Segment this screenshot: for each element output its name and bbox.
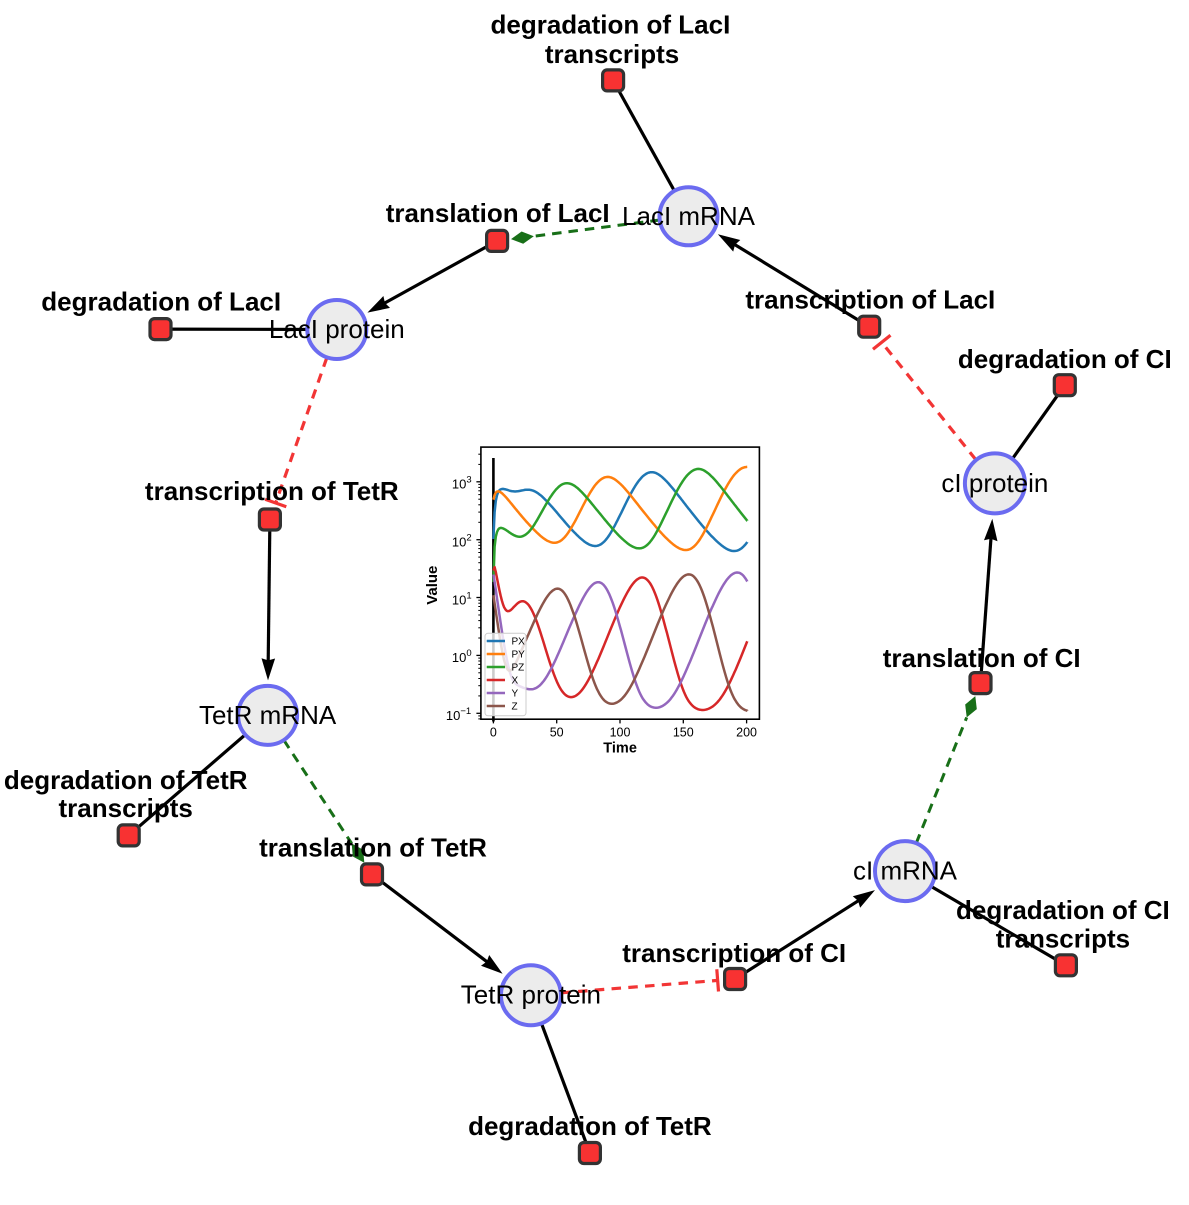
- svg-text:cI protein: cI protein: [941, 468, 1048, 498]
- svg-text:50: 50: [550, 726, 564, 740]
- svg-text:translation of TetR: translation of TetR: [259, 833, 487, 863]
- svg-text:transcripts: transcripts: [59, 793, 193, 823]
- svg-text:150: 150: [673, 726, 694, 740]
- svg-text:degradation of LacI: degradation of LacI: [41, 287, 281, 317]
- svg-text:transcripts: transcripts: [996, 924, 1130, 954]
- svg-text:cI mRNA: cI mRNA: [853, 856, 958, 886]
- svg-text:degradation of TetR: degradation of TetR: [4, 765, 248, 795]
- svg-text:100: 100: [610, 726, 631, 740]
- svg-text:degradation of TetR: degradation of TetR: [468, 1111, 712, 1141]
- svg-text:transcription of LacI: transcription of LacI: [745, 285, 995, 315]
- svg-text:TetR protein: TetR protein: [461, 980, 601, 1010]
- svg-text:TetR mRNA: TetR mRNA: [199, 700, 337, 730]
- svg-text:PY: PY: [512, 650, 526, 661]
- svg-text:translation of LacI: translation of LacI: [386, 198, 610, 228]
- svg-text:PX: PX: [512, 637, 526, 648]
- svg-text:LacI protein: LacI protein: [269, 314, 405, 344]
- svg-text:200: 200: [736, 726, 757, 740]
- svg-text:0: 0: [490, 726, 497, 740]
- svg-text:X: X: [512, 676, 519, 687]
- svg-text:transcripts: transcripts: [545, 39, 679, 69]
- svg-text:Z: Z: [512, 702, 518, 713]
- svg-text:Time: Time: [603, 740, 637, 756]
- svg-text:degradation of CI: degradation of CI: [958, 344, 1172, 374]
- svg-text:degradation of CI: degradation of CI: [956, 895, 1170, 925]
- svg-text:transcription of CI: transcription of CI: [622, 938, 846, 968]
- svg-text:PZ: PZ: [512, 663, 525, 674]
- svg-text:LacI mRNA: LacI mRNA: [622, 201, 756, 231]
- svg-text:transcription of TetR: transcription of TetR: [145, 476, 399, 506]
- svg-text:Value: Value: [424, 566, 441, 605]
- svg-text:Y: Y: [512, 689, 519, 700]
- svg-text:degradation of LacI: degradation of LacI: [490, 10, 730, 40]
- svg-text:translation of CI: translation of CI: [883, 643, 1081, 673]
